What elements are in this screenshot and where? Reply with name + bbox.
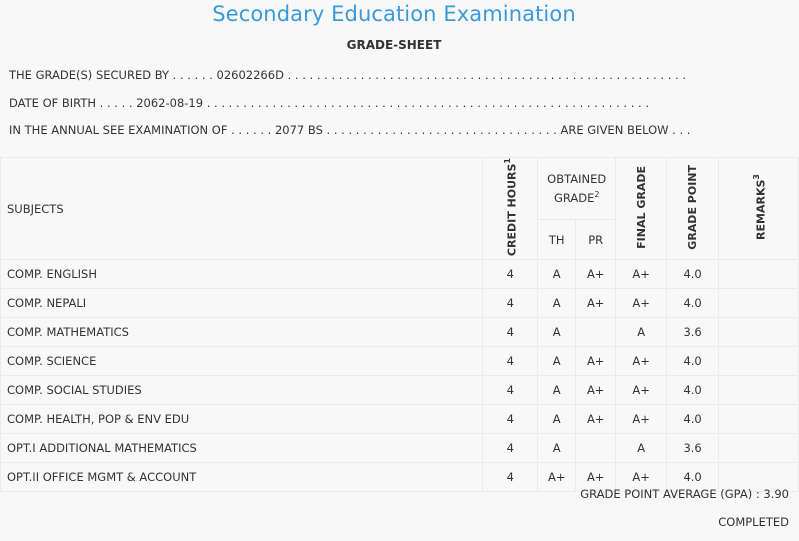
credit-cell: 4 <box>482 259 539 290</box>
subject-cell: COMP. SCIENCE <box>0 346 484 377</box>
subject-cell: COMP. NEPALI <box>0 288 484 319</box>
grade-point-cell: 3.6 <box>666 433 720 464</box>
final-grade-header: FINAL GRADE <box>615 156 668 261</box>
final-grade-cell: A+ <box>615 259 668 290</box>
subjects-header: SUBJECTS <box>0 156 484 261</box>
pr-grade-cell: A+ <box>575 346 617 377</box>
credit-hours-header: CREDIT HOURS1 <box>482 156 539 261</box>
result-status: COMPLETED <box>718 515 789 529</box>
final-grade-cell: A+ <box>615 375 668 406</box>
remarks-cell <box>718 375 799 406</box>
table-row: COMP. SOCIAL STUDIES 4 A A+ A+ 4.0 <box>0 375 799 406</box>
pr-grade-cell <box>575 317 617 348</box>
remarks-cell <box>718 404 799 435</box>
credit-cell: 4 <box>482 462 539 493</box>
th-grade-cell: A <box>537 433 577 464</box>
pr-grade-cell: A+ <box>575 288 617 319</box>
subject-cell: OPT.I ADDITIONAL MATHEMATICS <box>0 433 484 464</box>
remarks-cell <box>718 259 799 290</box>
subheader-row: TH PR <box>1 219 799 261</box>
gpa-summary: GRADE POINT AVERAGE (GPA) : 3.90 <box>580 487 789 501</box>
obtained-grade-header: OBTAINED GRADE2 <box>537 156 617 221</box>
subject-cell: COMP. SOCIAL STUDIES <box>0 375 484 406</box>
table-row: OPT.I ADDITIONAL MATHEMATICS 4 A A 3.6 <box>0 433 799 464</box>
grade-point-cell: 4.0 <box>666 404 720 435</box>
table-row: COMP. ENGLISH 4 A A+ A+ 4.0 <box>0 259 799 290</box>
table-row: COMP. SCIENCE 4 A A+ A+ 4.0 <box>0 346 799 377</box>
final-grade-cell: A+ <box>615 288 668 319</box>
table-row: COMP. MATHEMATICS 4 A A 3.6 <box>0 317 799 348</box>
th-grade-cell: A <box>537 288 577 319</box>
th-grade-cell: A <box>537 375 577 406</box>
grade-point-cell: 4.0 <box>666 288 720 319</box>
final-grade-cell: A <box>615 433 668 464</box>
credit-cell: 4 <box>482 288 539 319</box>
grade-point-cell: 4.0 <box>666 462 720 493</box>
grade-sheet-heading: GRADE-SHEET <box>346 38 442 52</box>
date-of-birth-line: DATE OF BIRTH . . . . . 2062-08-19 . . .… <box>9 96 650 110</box>
th-header: TH <box>537 219 577 261</box>
exam-title: Secondary Education Examination <box>212 2 576 26</box>
final-grade-cell: A+ <box>615 346 668 377</box>
final-grade-cell: A <box>615 317 668 348</box>
subject-cell: OPT.II OFFICE MGMT & ACCOUNT <box>0 462 484 493</box>
pr-header: PR <box>575 219 617 261</box>
remarks-cell <box>718 288 799 319</box>
credit-cell: 4 <box>482 346 539 377</box>
grade-point-cell: 4.0 <box>666 259 720 290</box>
pr-grade-cell: A+ <box>575 375 617 406</box>
th-grade-cell: A <box>537 404 577 435</box>
credit-cell: 4 <box>482 317 539 348</box>
credit-cell: 4 <box>482 375 539 406</box>
table-row: COMP. NEPALI 4 A A+ A+ 4.0 <box>0 288 799 319</box>
symbol-number-line: THE GRADE(S) SECURED BY . . . . . . 0260… <box>9 68 687 82</box>
grade-point-cell: 3.6 <box>666 317 720 348</box>
remarks-header: REMARKS3 <box>718 156 799 261</box>
grade-point-header: GRADE POINT <box>666 156 720 261</box>
th-grade-cell: A <box>537 259 577 290</box>
pr-grade-cell: A+ <box>575 259 617 290</box>
th-grade-cell: A <box>537 317 577 348</box>
grade-table: SUBJECTS CREDIT HOURS1 OBTAINED GRADE2 F… <box>0 156 799 493</box>
pr-grade-cell: A+ <box>575 404 617 435</box>
exam-year-line: IN THE ANNUAL SEE EXAMINATION OF . . . .… <box>9 123 691 137</box>
remarks-cell <box>718 462 799 493</box>
table-row: OPT.II OFFICE MGMT & ACCOUNT 4 A+ A+ A+ … <box>0 462 799 493</box>
header-row: SUBJECTS CREDIT HOURS1 OBTAINED GRADE2 F… <box>0 156 799 261</box>
table-row: COMP. HEALTH, POP & ENV EDU 4 A A+ A+ 4.… <box>0 404 799 435</box>
pr-grade-cell: A+ <box>575 462 617 493</box>
subject-cell: COMP. MATHEMATICS <box>0 317 484 348</box>
remarks-cell <box>718 317 799 348</box>
final-grade-cell: A+ <box>615 404 668 435</box>
subject-cell: COMP. ENGLISH <box>0 259 484 290</box>
final-grade-cell: A+ <box>615 462 668 493</box>
pr-grade-cell <box>575 433 617 464</box>
th-grade-cell: A+ <box>537 462 577 493</box>
grade-point-cell: 4.0 <box>666 346 720 377</box>
credit-cell: 4 <box>482 404 539 435</box>
remarks-cell <box>718 433 799 464</box>
remarks-cell <box>718 346 799 377</box>
grade-point-cell: 4.0 <box>666 375 720 406</box>
th-grade-cell: A <box>537 346 577 377</box>
subject-cell: COMP. HEALTH, POP & ENV EDU <box>0 404 484 435</box>
credit-cell: 4 <box>482 433 539 464</box>
